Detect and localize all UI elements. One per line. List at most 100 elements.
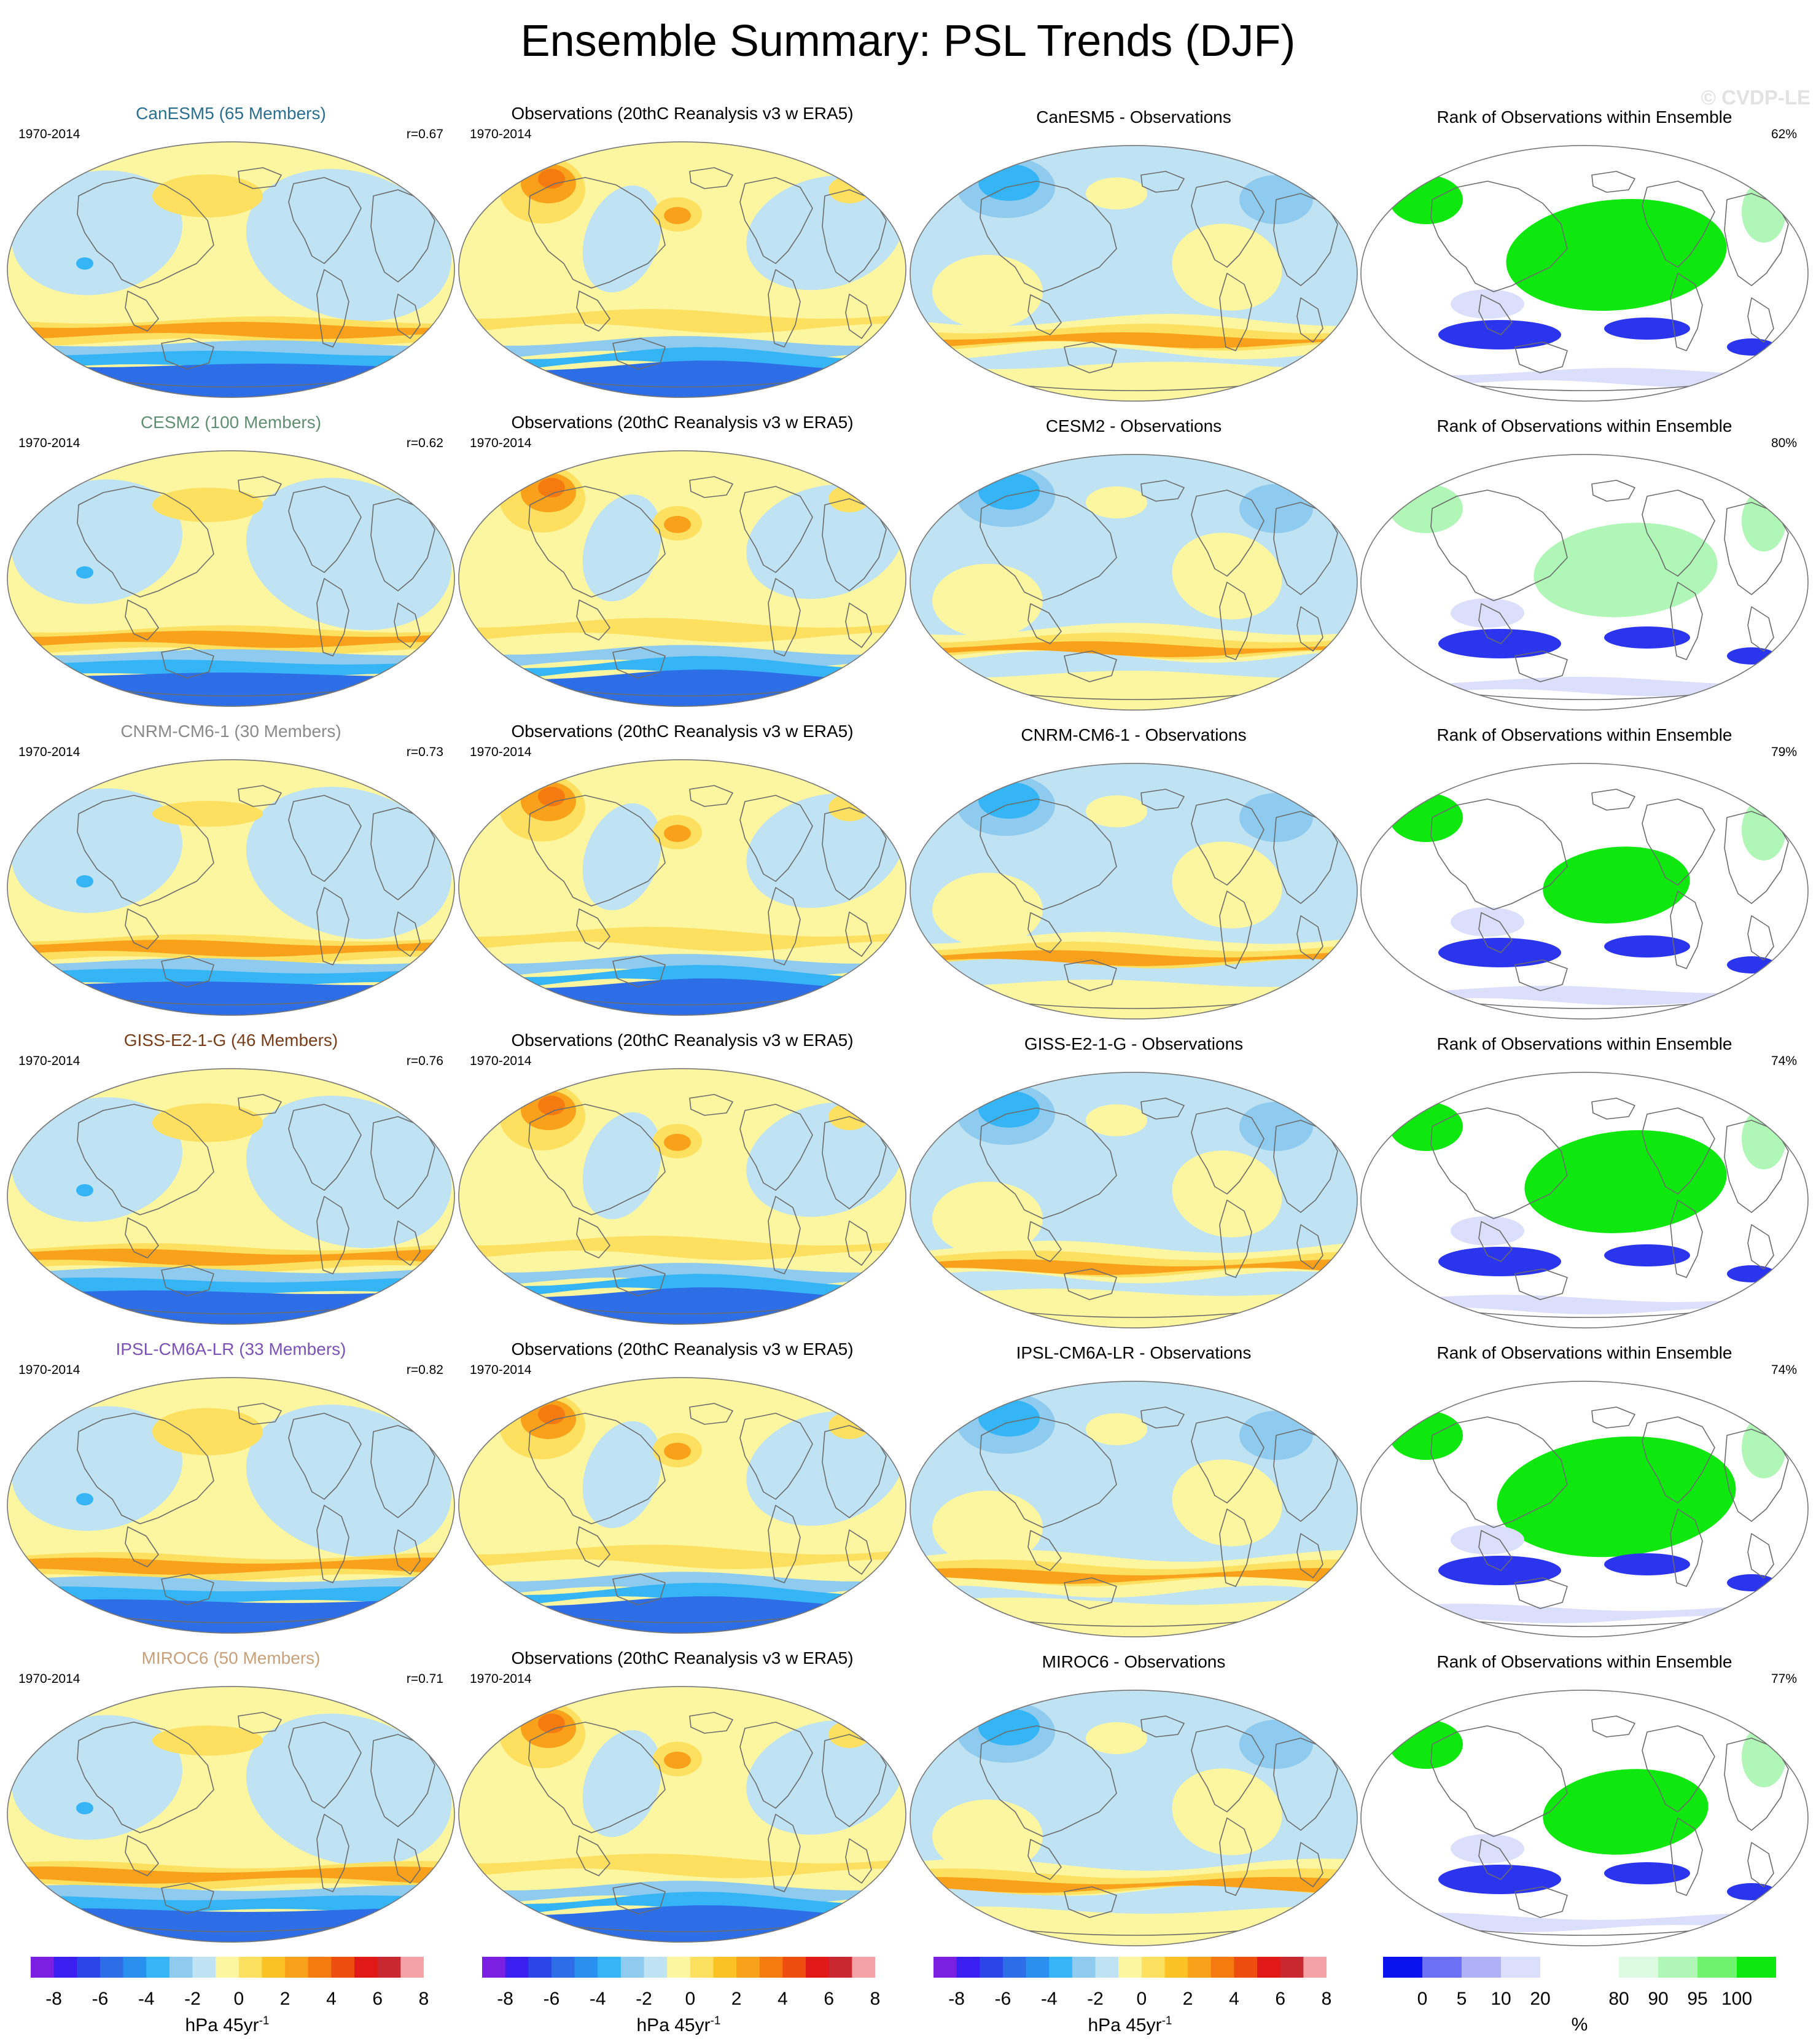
- colorbar-swatch: [620, 1957, 645, 1978]
- colorbar-swatch: [308, 1957, 332, 1978]
- pattern-correlation: r=0.67: [406, 127, 443, 141]
- colorbar-tick-label: 90: [1648, 1989, 1669, 2009]
- colorbar-tick-label: -4: [1040, 1989, 1058, 2009]
- obs-panel: Observations (20thC Reanalysis v3 w ERA5…: [456, 103, 908, 404]
- colorbar-swatch: [331, 1957, 355, 1978]
- colorbar-obs-trend: -8 -6 -4 -2 0 2 4 6 8 hPa 45yr-1: [464, 1957, 894, 2043]
- colorbar-swatch: [31, 1957, 55, 1978]
- rank-panel-title: Rank of Observations within Ensemble: [1436, 416, 1732, 435]
- model-trend-map: [7, 759, 455, 1016]
- rank-map: [1360, 145, 1809, 402]
- diff-panel: GISS-E2-1-G - Observations: [908, 1033, 1360, 1334]
- colorbar-tick-label: 2: [731, 1989, 742, 2009]
- colorbar-swatch: [782, 1957, 806, 1978]
- colorbar-tick-label: -8: [497, 1989, 513, 2009]
- model-panel: GISS-E2-1-G (46 Members) 1970-2014 r=0.7…: [5, 1029, 457, 1330]
- period-label: 1970-2014: [470, 127, 532, 141]
- figure-title: Ensemble Summary: PSL Trends (DJF): [520, 17, 1296, 66]
- difference-map: [910, 1381, 1358, 1637]
- colorbar-swatch: [1462, 1957, 1502, 1978]
- model-panel: MIROC6 (50 Members) 1970-2014 r=0.71: [5, 1647, 457, 1948]
- colorbar-tick-label: 10: [1491, 1989, 1511, 2009]
- colorbar-swatch: [980, 1957, 1003, 1978]
- colorbar-tick-label: -8: [45, 1989, 62, 2009]
- colorbar-tick-label: 6: [372, 1989, 383, 2009]
- difference-map: [910, 1690, 1358, 1946]
- rank-panel: Rank of Observations within Ensemble 74%: [1358, 1342, 1810, 1643]
- colorbar-tick-label: -8: [948, 1989, 965, 2009]
- pattern-correlation: r=0.82: [406, 1363, 443, 1377]
- colorbar-units: hPa 45yr-1: [185, 2015, 270, 2035]
- model-panel-title: MIROC6 (50 Members): [141, 1648, 321, 1668]
- colorbar-swatch: [551, 1957, 575, 1978]
- colorbar-tick-label: 5: [1456, 1989, 1467, 2009]
- colorbar-tick-label: 6: [824, 1989, 835, 2009]
- obs-panel-title: Observations (20thC Reanalysis v3 w ERA5…: [511, 104, 854, 123]
- colorbar-swatch: [1164, 1957, 1188, 1978]
- obs-trend-map: [458, 1377, 906, 1634]
- model-panel-title: CanESM5 (65 Members): [136, 104, 326, 123]
- rank-map: [1360, 1690, 1809, 1946]
- colorbar-tick-label: 0: [1136, 1989, 1147, 2009]
- rank-panel-title: Rank of Observations within Ensemble: [1436, 725, 1732, 744]
- model-panel-title: IPSL-CM6A-LR (33 Members): [115, 1340, 346, 1359]
- period-label: 1970-2014: [18, 745, 80, 759]
- period-label: 1970-2014: [470, 436, 532, 450]
- colorbar-swatch: [1280, 1957, 1304, 1978]
- colorbar-swatch: [146, 1957, 170, 1978]
- colorbar-tick-label: 8: [418, 1989, 429, 2009]
- colorbar-swatches: [31, 1957, 424, 1978]
- colorbar-tick-label: 80: [1608, 1989, 1629, 2009]
- colorbar-tick-label: 8: [1321, 1989, 1332, 2009]
- rank-panel: Rank of Observations within Ensemble 62%: [1358, 106, 1810, 407]
- pattern-correlation: r=0.62: [406, 436, 443, 450]
- colorbar-tick-label: -6: [994, 1989, 1011, 2009]
- colorbar-tick-label: -2: [1087, 1989, 1104, 2009]
- period-label: 1970-2014: [470, 1054, 532, 1068]
- colorbar-tick-label: -2: [636, 1989, 652, 2009]
- rank-percent: 79%: [1771, 745, 1797, 759]
- model-panel-title: CNRM-CM6-1 (30 Members): [120, 722, 341, 741]
- colorbar-tick-label: 0: [1417, 1989, 1428, 2009]
- colorbar-swatch: [667, 1957, 691, 1978]
- rank-panel: Rank of Observations within Ensemble 77%: [1358, 1651, 1810, 1952]
- colorbar-swatch: [574, 1957, 598, 1978]
- colorbar-swatch: [1141, 1957, 1165, 1978]
- colorbar-swatch: [528, 1957, 552, 1978]
- colorbar-swatch: [713, 1957, 737, 1978]
- rank-percent: 74%: [1771, 1363, 1797, 1377]
- obs-trend-map: [458, 759, 906, 1016]
- obs-panel: Observations (20thC Reanalysis v3 w ERA5…: [456, 1029, 908, 1330]
- colorbar-tick-label: 0: [233, 1989, 244, 2009]
- difference-map: [910, 763, 1358, 1020]
- colorbar-swatch: [77, 1957, 101, 1978]
- diff-panel: MIROC6 - Observations: [908, 1651, 1360, 1952]
- colorbar-model-trend: -8 -6 -4 -2 0 2 4 6 8 hPa 45yr-1: [12, 1957, 442, 2043]
- diff-panel-title: CNRM-CM6-1 - Observations: [1021, 725, 1247, 744]
- colorbar-units: hPa 45yr-1: [1088, 2015, 1172, 2035]
- colorbar-swatch: [828, 1957, 852, 1978]
- rank-map: [1360, 454, 1809, 711]
- model-panel: IPSL-CM6A-LR (33 Members) 1970-2014 r=0.…: [5, 1338, 457, 1639]
- colorbar-difference: -8 -6 -4 -2 0 2 4 6 8 hPa 45yr-1: [915, 1957, 1345, 2043]
- colorbar-swatches: [933, 1957, 1327, 1978]
- obs-trend-map: [458, 1686, 906, 1943]
- pattern-correlation: r=0.71: [406, 1672, 443, 1686]
- period-label: 1970-2014: [470, 745, 532, 759]
- colorbar-rank: 0 5 10 20 80 90 95 100%: [1365, 1957, 1795, 2043]
- colorbar-swatch: [192, 1957, 216, 1978]
- colorbar-swatch: [238, 1957, 262, 1978]
- colorbar-swatch: [1049, 1957, 1073, 1978]
- rank-panel-title: Rank of Observations within Ensemble: [1436, 1652, 1732, 1671]
- colorbar-tick-label: 95: [1687, 1989, 1708, 2009]
- colorbar-swatch: [1383, 1957, 1423, 1978]
- colorbar-swatch: [1002, 1957, 1027, 1978]
- rank-map: [1360, 1381, 1809, 1637]
- colorbar-swatch: [1095, 1957, 1119, 1978]
- obs-panel: Observations (20thC Reanalysis v3 w ERA5…: [456, 720, 908, 1021]
- colorbar-tick-label: -4: [138, 1989, 155, 2009]
- rank-map: [1360, 1072, 1809, 1328]
- colorbar-tick-label: 4: [1229, 1989, 1239, 2009]
- colorbar-swatch: [1118, 1957, 1142, 1978]
